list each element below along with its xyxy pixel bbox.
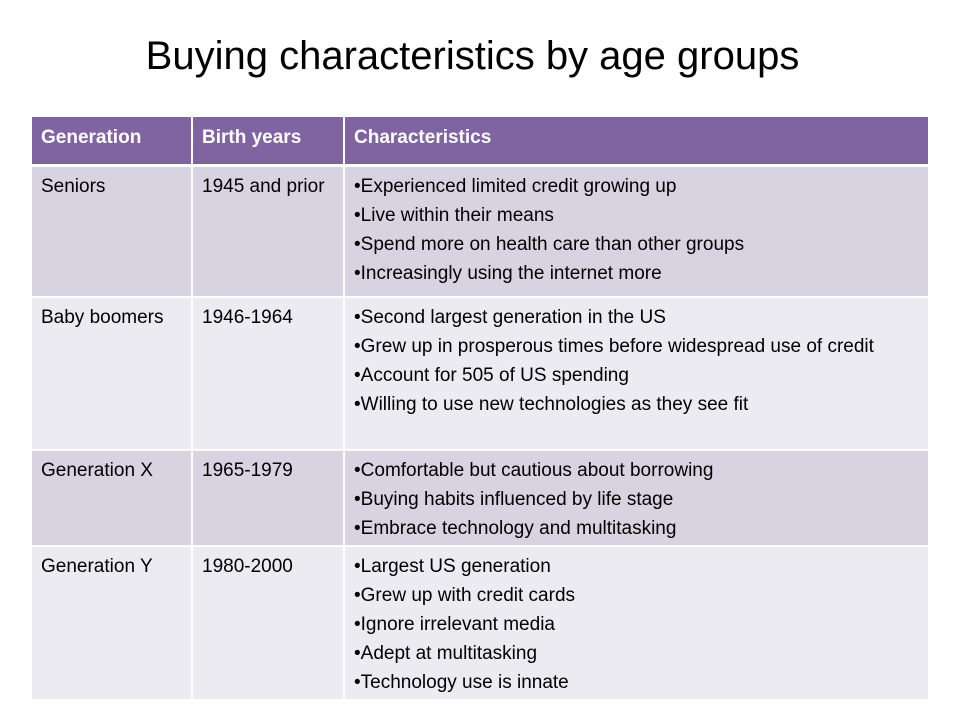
cell-birth-years: 1945 and prior (193, 167, 345, 298)
characteristics-list: Comfortable but cautious about borrowing… (354, 456, 920, 543)
list-item: Increasingly using the internet more (354, 259, 920, 288)
header-birth-years: Birth years (193, 117, 345, 167)
cell-generation: Generation X (32, 451, 193, 547)
list-item: Embrace technology and multitasking (354, 514, 920, 543)
table-row: Generation X 1965-1979 Comfortable but c… (32, 451, 928, 547)
table-row: Generation Y 1980-2000 Largest US genera… (32, 547, 928, 701)
cell-generation: Generation Y (32, 547, 193, 701)
list-item: Grew up in prosperous times before wides… (354, 332, 920, 361)
cell-characteristics: Second largest generation in the US Grew… (345, 298, 928, 451)
slide-title: Buying characteristics by age groups (145, 34, 800, 78)
header-characteristics: Characteristics (345, 117, 928, 167)
list-item: Willing to use new technologies as they … (354, 390, 920, 419)
list-item: Experienced limited credit growing up (354, 172, 920, 201)
characteristics-list: Second largest generation in the US Grew… (354, 303, 920, 419)
cell-generation: Seniors (32, 167, 193, 298)
table-header-row: Generation Birth years Characteristics (32, 117, 928, 167)
list-item: Second largest generation in the US (354, 303, 920, 332)
cell-birth-years: 1965-1979 (193, 451, 345, 547)
cell-birth-years: 1946-1964 (193, 298, 345, 451)
cell-characteristics: Largest US generation Grew up with credi… (345, 547, 928, 701)
list-item: Technology use is innate (354, 668, 920, 697)
list-item: Largest US generation (354, 552, 920, 581)
list-item: Spend more on health care than other gro… (354, 230, 920, 259)
header-generation: Generation (32, 117, 193, 167)
table-row: Seniors 1945 and prior Experienced limit… (32, 167, 928, 298)
list-item: Account for 505 of US spending (354, 361, 920, 390)
cell-characteristics: Comfortable but cautious about borrowing… (345, 451, 928, 547)
characteristics-list: Experienced limited credit growing up Li… (354, 172, 920, 288)
cell-generation: Baby boomers (32, 298, 193, 451)
cell-characteristics: Experienced limited credit growing up Li… (345, 167, 928, 298)
list-item: Adept at multitasking (354, 639, 920, 668)
generations-table: Generation Birth years Characteristics S… (32, 117, 928, 701)
list-item: Grew up with credit cards (354, 581, 920, 610)
table-row: Baby boomers 1946-1964 Second largest ge… (32, 298, 928, 451)
list-item: Ignore irrelevant media (354, 610, 920, 639)
characteristics-list: Largest US generation Grew up with credi… (354, 552, 920, 697)
list-item: Live within their means (354, 201, 920, 230)
list-item: Buying habits influenced by life stage (354, 485, 920, 514)
list-item: Comfortable but cautious about borrowing (354, 456, 920, 485)
cell-birth-years: 1980-2000 (193, 547, 345, 701)
